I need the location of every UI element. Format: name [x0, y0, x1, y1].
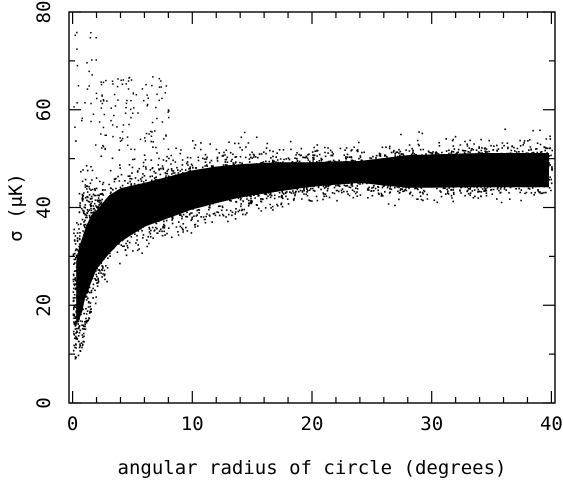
axis-tick-labels: 0 10 20 30 40 0 20 40 60 80: [33, 1, 563, 435]
scatter-outliers: [73, 31, 170, 151]
scatter-dense-core: [76, 153, 549, 326]
x-tick-label: 20: [301, 413, 324, 435]
y-axis-label: σ (μK): [5, 173, 27, 242]
y-tick-label: 80: [33, 1, 55, 24]
x-tick-label: 40: [540, 413, 563, 435]
y-tick-label: 0: [33, 397, 55, 408]
y-tick-label: 60: [33, 98, 55, 121]
y-tick-label: 20: [33, 294, 55, 317]
x-tick-label: 10: [181, 413, 204, 435]
x-axis-label: angular radius of circle (degrees): [118, 457, 507, 479]
data-points: [72, 31, 553, 360]
y-tick-label: 40: [33, 196, 55, 219]
x-tick-label: 0: [67, 413, 78, 435]
axis-ticks: [69, 11, 555, 404]
x-tick-label: 30: [420, 413, 443, 435]
